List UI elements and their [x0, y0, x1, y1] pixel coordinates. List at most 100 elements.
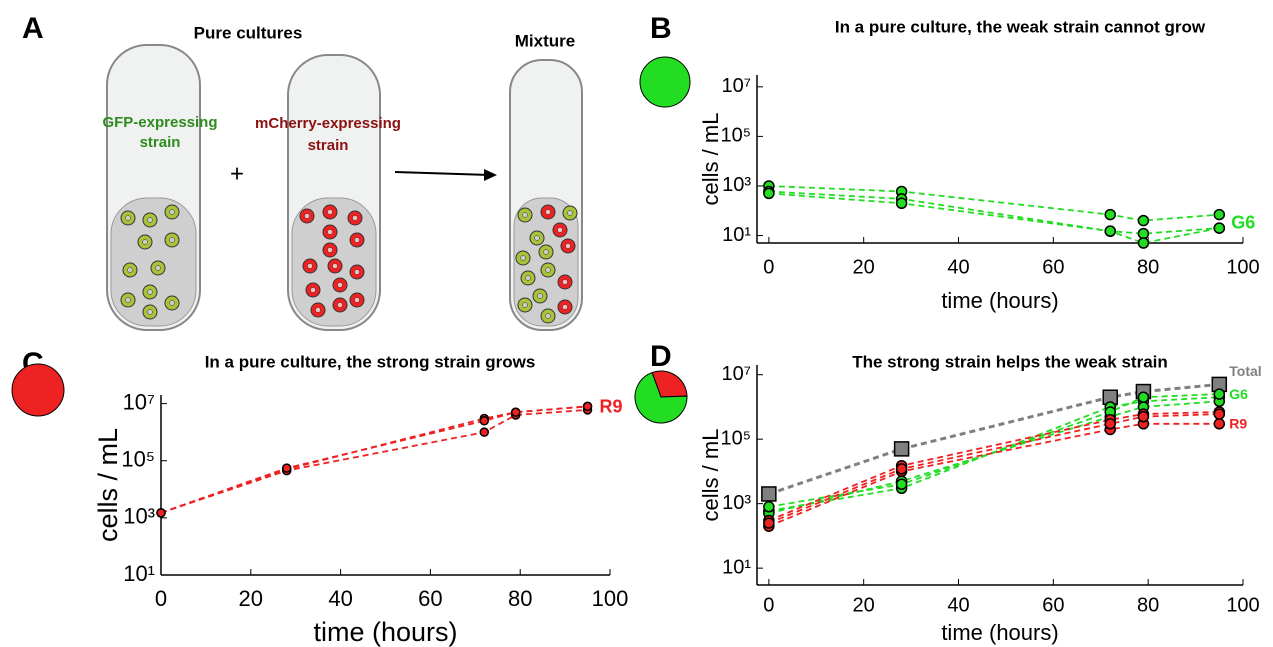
cell-nucleus	[535, 236, 540, 241]
cell-nucleus	[353, 216, 358, 221]
x-tick-label: 20	[239, 586, 263, 611]
x-tick-label: 60	[1042, 256, 1064, 278]
cell-nucleus	[563, 280, 568, 285]
figure: A B C D Pure cultures Mixture GFP-expres…	[0, 0, 1273, 647]
data-point	[1138, 238, 1148, 248]
data-point	[1214, 409, 1224, 419]
data-point	[1214, 419, 1224, 429]
cell-nucleus	[170, 238, 175, 243]
cell-nucleus	[148, 218, 153, 223]
cell-nucleus	[546, 210, 551, 215]
series-label: R9	[600, 396, 623, 416]
cell-nucleus	[566, 244, 571, 249]
data-point	[1214, 223, 1224, 233]
data-point	[584, 402, 592, 410]
y-tick-label: 10⁷	[722, 363, 751, 385]
cell-nucleus	[523, 303, 528, 308]
cell-nucleus	[338, 283, 343, 288]
y-tick-label: 10¹	[722, 224, 751, 246]
data-point	[1105, 419, 1115, 429]
cell-nucleus	[143, 240, 148, 245]
data-point	[480, 428, 488, 436]
y-tick-label: 10³	[123, 504, 155, 529]
data-point	[1138, 216, 1148, 226]
cell-nucleus	[538, 294, 543, 299]
y-tick-label: 10³	[722, 174, 751, 196]
strain-label: GFP-expressing	[102, 114, 217, 131]
series-line	[769, 401, 1219, 513]
data-point	[1105, 226, 1115, 236]
data-point	[512, 408, 520, 416]
strain-label: mCherry-expressing	[255, 115, 401, 132]
series-line	[161, 410, 588, 513]
series-label: R9	[1229, 415, 1247, 431]
x-tick-label: 100	[592, 586, 629, 611]
cell-nucleus	[328, 230, 333, 235]
series-line	[769, 414, 1219, 523]
data-point	[897, 479, 907, 489]
cell-nucleus	[546, 314, 551, 319]
x-tick-label: 40	[947, 256, 969, 278]
data-point	[1138, 229, 1148, 239]
cell-nucleus	[156, 266, 161, 271]
y-tick-label: 10⁵	[720, 125, 751, 147]
diagram-title: Pure cultures	[194, 23, 303, 42]
data-point	[764, 502, 774, 512]
x-tick-label: 0	[763, 256, 774, 278]
data-point	[762, 487, 776, 501]
cell-nucleus	[568, 211, 573, 216]
cell-nucleus	[355, 298, 360, 303]
data-point	[764, 188, 774, 198]
x-tick-label: 0	[155, 586, 167, 611]
strain-label: strain	[140, 134, 181, 151]
cell-nucleus	[316, 308, 321, 313]
y-tick-label: 10³	[722, 492, 751, 514]
data-point	[895, 442, 909, 456]
cell-nucleus	[546, 268, 551, 273]
panel-label: A	[22, 12, 44, 45]
cell-nucleus	[355, 270, 360, 275]
series-line	[769, 412, 1219, 521]
cell-nucleus	[170, 210, 175, 215]
strain-icon	[640, 57, 690, 107]
cell-nucleus	[333, 264, 338, 269]
cell-nucleus	[563, 305, 568, 310]
y-axis-label: cells / mL	[93, 428, 123, 542]
y-axis-label: cells / mL	[698, 429, 723, 522]
cell-nucleus	[305, 214, 310, 219]
data-point	[764, 518, 774, 528]
cell-nucleus	[170, 301, 175, 306]
x-tick-label: 40	[947, 594, 969, 616]
chart-title: In a pure culture, the strong strain gro…	[205, 352, 536, 371]
data-point	[157, 509, 165, 517]
cell-nucleus	[523, 213, 528, 218]
series-line	[769, 424, 1219, 526]
y-tick-label: 10⁷	[123, 389, 155, 414]
series-label: G6	[1229, 386, 1248, 402]
series-label: Total	[1229, 363, 1261, 379]
series-line	[769, 192, 1219, 234]
data-point	[1214, 389, 1224, 399]
x-tick-label: 40	[328, 586, 352, 611]
plus-sign: +	[230, 160, 244, 187]
strain-label: strain	[308, 137, 349, 154]
y-tick-label: 10⁷	[722, 75, 751, 97]
panel-label: D	[650, 340, 672, 373]
data-point	[1138, 412, 1148, 422]
data-point	[897, 198, 907, 208]
x-tick-label: 0	[763, 594, 774, 616]
cell-nucleus	[128, 268, 133, 273]
arrow	[395, 172, 490, 175]
cell-nucleus	[311, 288, 316, 293]
x-tick-label: 60	[1042, 594, 1064, 616]
series-line	[161, 406, 588, 512]
data-point	[1105, 210, 1115, 220]
cell-nucleus	[148, 310, 153, 315]
series-line	[769, 394, 1219, 507]
x-tick-label: 20	[853, 256, 875, 278]
cell-nucleus	[308, 264, 313, 269]
strain-icon	[12, 364, 64, 416]
panel-label: B	[650, 12, 672, 45]
cell-nucleus	[328, 248, 333, 253]
chart-title: The strong strain helps the weak strain	[852, 352, 1168, 371]
